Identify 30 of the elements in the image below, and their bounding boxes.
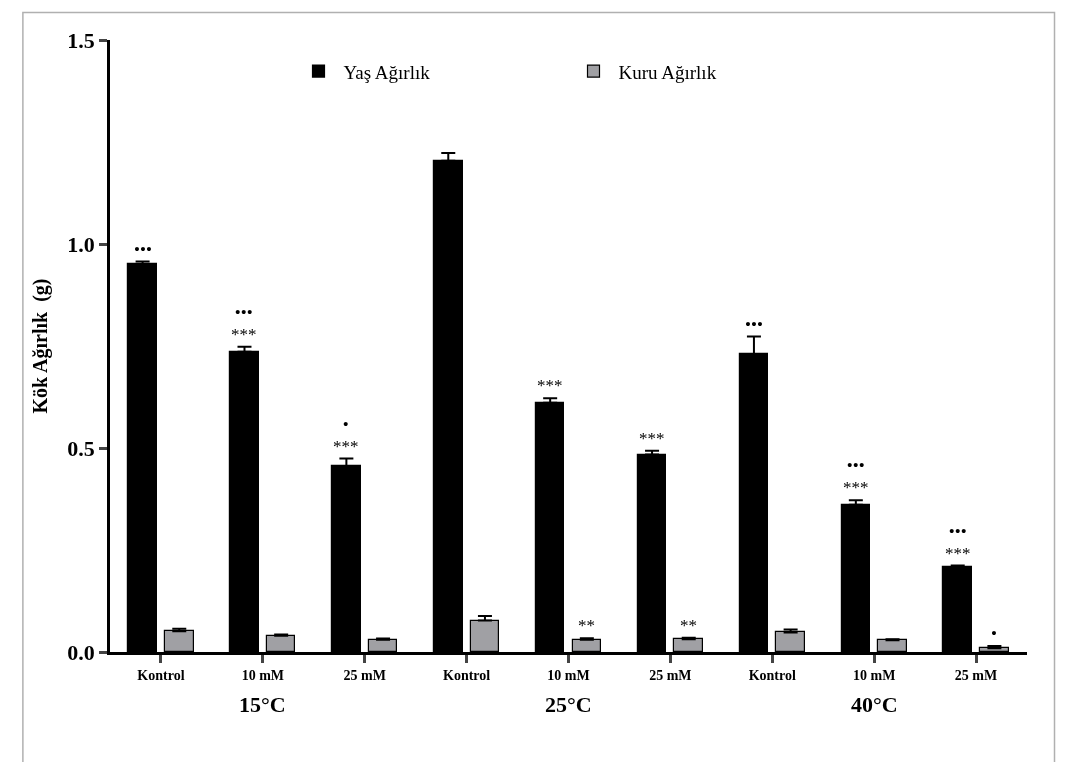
- y-tick-label: 1.5: [67, 27, 95, 53]
- data-label: • ***: [333, 415, 359, 457]
- data-label: •••: [134, 240, 152, 259]
- y-tick-label: 1.0: [67, 231, 95, 257]
- data-label: •: [991, 624, 997, 643]
- data-label: **: [578, 616, 595, 635]
- x-tick-label: 25 mM: [954, 667, 998, 683]
- data-label: ••• ***: [843, 456, 869, 498]
- y-axis-title: Kök Ağırlık (g): [28, 278, 52, 414]
- data-label: ***: [639, 429, 665, 448]
- y-tick-label: 0.5: [67, 435, 95, 461]
- x-tick-label: 10 mM: [547, 667, 590, 683]
- legend-label: Yaş Ağırlık: [343, 61, 431, 83]
- data-label: ••• ***: [945, 522, 971, 564]
- x-tick-label: Kontrol: [748, 667, 796, 683]
- data-label: •••: [745, 315, 763, 334]
- x-tick-label: 25 mM: [343, 667, 386, 683]
- x-tick-label: 10 mM: [852, 667, 896, 683]
- text: 40°C: [851, 692, 898, 717]
- legend-label: Kuru Ağırlık: [618, 61, 717, 83]
- x-tick-label: 25 mM: [649, 667, 692, 683]
- data-label: ***: [537, 376, 563, 395]
- x-tick-label: Kontrol: [443, 667, 491, 683]
- text: 25°C: [545, 692, 592, 717]
- x-tick-label: 10 mM: [241, 667, 285, 683]
- x-tick-label: Kontrol: [137, 667, 185, 683]
- y-tick-label: 0.0: [67, 639, 95, 665]
- data-label: **: [680, 616, 697, 635]
- data-label: ••• ***: [231, 303, 257, 345]
- text: 15°C: [239, 692, 286, 717]
